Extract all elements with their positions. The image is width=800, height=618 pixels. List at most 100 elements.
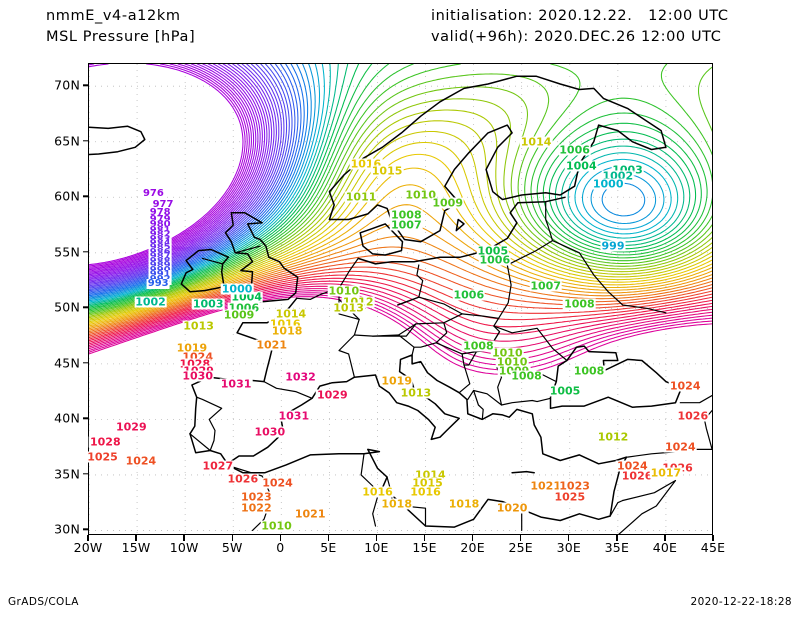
isobar-label: 1021 — [529, 479, 562, 493]
isobar-label: 1031 — [219, 377, 253, 391]
x-axis-tick-mark — [471, 535, 474, 541]
y-axis-tick-mark — [83, 84, 89, 86]
x-axis-tick-mark — [87, 535, 89, 541]
isobar-label: 1010 — [490, 346, 524, 360]
y-axis-tick-mark — [83, 195, 89, 197]
x-axis-tick-label: 40E — [652, 540, 678, 555]
isobar-label: 1008 — [572, 364, 606, 377]
isobar-label: 1007 — [529, 279, 562, 293]
x-axis-tick-label: 10E — [364, 540, 389, 555]
x-axis-tick-mark — [712, 535, 714, 541]
isobar-label: 1014 — [413, 468, 447, 482]
isobar-label: 1017 — [649, 466, 683, 480]
x-axis-tick-label: 0 — [276, 540, 285, 555]
isobar-label: 1029 — [114, 420, 148, 434]
isobar-label: 1004 — [564, 159, 598, 173]
y-axis-tick-label: 30N — [54, 521, 80, 537]
x-axis-tick-mark — [135, 535, 137, 541]
y-axis-tick-label: 50N — [54, 299, 80, 315]
y-axis-tick-label: 55N — [54, 244, 80, 260]
isobar-label: 1012 — [596, 430, 630, 444]
isobar-label: 1020 — [495, 501, 529, 515]
isobar-label: 1031 — [277, 409, 311, 423]
isobar-label: 1006 — [558, 143, 591, 156]
isobar-label: 1013 — [332, 301, 365, 315]
x-axis-tick-mark — [519, 535, 522, 541]
isobar-label: 1010 — [495, 355, 529, 369]
isobar-label: 1022 — [239, 501, 273, 515]
isobar-label: 980 — [148, 219, 172, 230]
isobar-label: 1023 — [558, 479, 591, 493]
isobar-label: 1030 — [253, 425, 287, 439]
x-axis-tick-mark — [183, 535, 185, 541]
isobar-label: 1019 — [380, 374, 413, 387]
y-axis-tick-mark — [83, 528, 89, 531]
y-axis-tick-label: 35N — [54, 466, 80, 482]
isobar-label: 976 — [141, 187, 165, 199]
x-axis-tick-mark — [375, 535, 378, 541]
x-axis-tick-label: 15W — [121, 540, 151, 555]
isobar-label: 1029 — [315, 388, 349, 402]
isobar-label: 993 — [146, 277, 170, 289]
isobar-label: 1019 — [175, 341, 209, 355]
producer-credit: GrADS/COLA — [8, 596, 79, 608]
x-axis-tick-label: 20E — [460, 540, 485, 555]
isobar-label: 1002 — [601, 169, 635, 183]
isobar-label: 1006 — [478, 253, 512, 266]
header-left-block: nmmE_v4-a12km MSL Pressure [hPa] — [46, 6, 195, 48]
y-axis-tick-mark — [83, 362, 89, 364]
isobar-label: 1021 — [255, 338, 288, 352]
y-axis-tick-mark — [83, 306, 89, 309]
isobar-label: 977 — [151, 199, 175, 210]
x-axis-tick-mark — [664, 535, 666, 541]
header-right-block: initialisation: 2020.12.22. 12:00 UTC va… — [431, 6, 729, 48]
isobar-label: 1008 — [510, 369, 543, 383]
x-axis-tick-label: 35E — [604, 540, 630, 555]
isobar-label: 1021 — [293, 507, 327, 521]
field-name: MSL Pressure [hPa] — [46, 29, 196, 45]
valid-time: valid(+96h): 2020.DEC.26 12:00 UTC — [431, 29, 722, 45]
isobar-label: 1016 — [349, 157, 383, 171]
isobar-label: 1006 — [227, 301, 261, 315]
isobar-label: 1011 — [344, 190, 378, 204]
isobar-label: 1016 — [409, 485, 442, 499]
isobar-label: 1010 — [327, 284, 361, 298]
isobar-label: 1027 — [201, 459, 235, 473]
isobar-label: 1025 — [553, 490, 587, 504]
isobar-label: 1032 — [284, 370, 317, 384]
isobar-label: 1014 — [519, 135, 553, 149]
x-axis-tick-label: 45E — [700, 540, 726, 555]
isobar-label: 1018 — [380, 497, 413, 511]
isobar-label: 1015 — [411, 476, 444, 490]
isobar-label: 1004 — [230, 290, 263, 304]
isobar-label: 1029 — [182, 365, 215, 376]
x-axis-tick-mark — [568, 535, 570, 541]
isobar-label: 1026 — [620, 469, 654, 483]
y-axis-tick-mark — [83, 251, 89, 253]
isobar-label: 1009 — [222, 308, 256, 322]
isobar-label: 1018 — [447, 497, 481, 511]
coastlines — [89, 75, 712, 534]
render-timestamp: 2020-12-22-18:28 — [690, 596, 792, 608]
isobar-label: 1024 — [615, 459, 649, 473]
isobar-label: 1015 — [370, 164, 404, 178]
model-name: nmmE_v4-a12km — [46, 8, 181, 24]
isobar-label: 1003 — [611, 163, 644, 176]
x-axis-tick-label: 5W — [221, 540, 243, 555]
x-axis-tick-mark — [231, 535, 233, 541]
isobar-label: 1003 — [191, 297, 225, 311]
isobar-label: 1002 — [134, 295, 167, 309]
x-axis-tick-label: 15E — [412, 540, 437, 555]
isobar-label: 979 — [148, 213, 172, 225]
isobar-label: 1005 — [548, 384, 582, 397]
isobar-label: 1028 — [88, 435, 122, 449]
y-axis-tick-label: 60N — [54, 188, 80, 204]
isobar-label: 1016 — [268, 317, 302, 331]
isobar-label: 1009 — [497, 365, 531, 376]
y-axis-tick-mark — [83, 140, 89, 142]
isobar-label: 1023 — [239, 490, 273, 504]
isobar-label: 1018 — [270, 324, 304, 337]
isobar-label: 999 — [600, 239, 626, 253]
isobar-label: 1012 — [341, 295, 375, 309]
x-axis-tick-label: 25E — [508, 540, 533, 555]
